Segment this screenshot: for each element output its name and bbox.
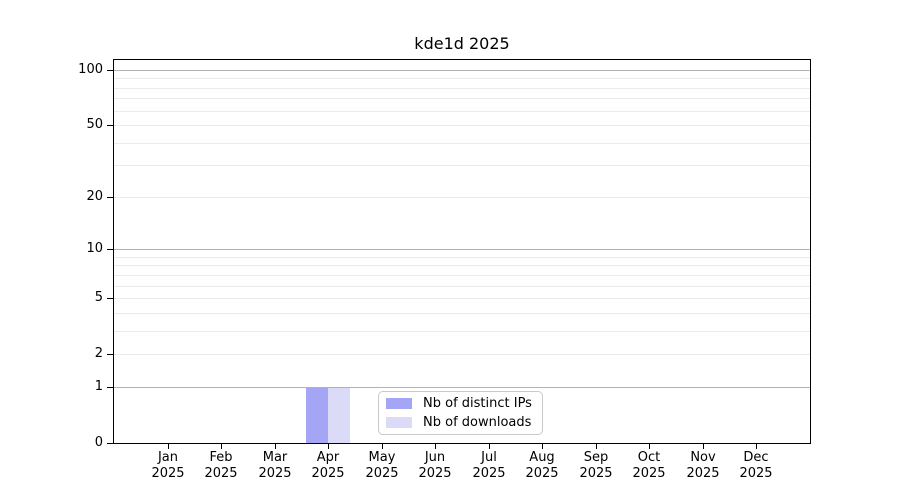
x-tick-month: Jun	[424, 450, 446, 465]
x-tick-mark	[596, 444, 597, 449]
x-tick-month: Feb	[209, 450, 233, 465]
y-tick-mark	[107, 125, 113, 126]
x-tick-year: 2025	[632, 466, 666, 481]
x-tick-month: Nov	[690, 450, 716, 465]
x-tick-mark	[542, 444, 543, 449]
x-tick-mark	[435, 444, 436, 449]
legend-label-downloads: Nb of downloads	[423, 415, 532, 430]
x-tick-month: Dec	[743, 450, 769, 465]
minor-gridline	[114, 354, 810, 355]
y-tick-mark	[107, 197, 113, 198]
x-tick-label-apr: Apr 2025	[296, 450, 360, 482]
x-tick-year: 2025	[151, 466, 185, 481]
x-tick-year: 2025	[365, 466, 399, 481]
x-tick-month: Sep	[583, 450, 609, 465]
y-tick-mark	[107, 354, 113, 355]
x-tick-label-sep: Sep 2025	[564, 450, 628, 482]
minor-gridline	[114, 331, 810, 332]
x-tick-mark	[756, 444, 757, 449]
minor-gridline	[114, 197, 810, 198]
x-tick-mark	[221, 444, 222, 449]
x-tick-label-jul: Jul 2025	[457, 450, 521, 482]
y-tick-label: 0	[94, 435, 103, 450]
x-tick-mark	[382, 444, 383, 449]
legend-swatch-downloads	[386, 417, 412, 428]
x-tick-label-feb: Feb 2025	[189, 450, 253, 482]
x-tick-mark	[168, 444, 169, 449]
x-tick-month: Aug	[529, 450, 555, 465]
x-tick-mark	[649, 444, 650, 449]
major-gridline	[114, 387, 810, 388]
x-tick-label-may: May 2025	[350, 450, 414, 482]
y-tick-label: 20	[86, 189, 103, 204]
plot-area	[113, 59, 811, 444]
minor-gridline	[114, 88, 810, 89]
chart-title: kde1d 2025	[414, 34, 510, 53]
y-tick-label: 10	[86, 241, 103, 256]
y-tick-label: 2	[94, 346, 103, 361]
legend-label-distinct-ips: Nb of distinct IPs	[423, 396, 532, 411]
x-tick-year: 2025	[686, 466, 720, 481]
bar-distinct-ips	[306, 386, 329, 443]
y-tick-label: 100	[78, 62, 103, 77]
x-tick-month: Apr	[316, 450, 340, 465]
x-tick-month: May	[368, 450, 396, 465]
x-tick-year: 2025	[418, 466, 452, 481]
minor-gridline	[114, 78, 810, 79]
x-tick-label-jun: Jun 2025	[403, 450, 467, 482]
x-tick-month: Jul	[481, 450, 497, 465]
minor-gridline	[114, 143, 810, 144]
x-tick-year: 2025	[525, 466, 559, 481]
x-tick-month: Jan	[157, 450, 179, 465]
y-tick-mark	[107, 249, 113, 250]
y-tick-label: 5	[94, 290, 103, 305]
x-tick-month: Mar	[262, 450, 288, 465]
y-tick-label: 1	[94, 379, 103, 394]
legend-swatch-distinct-ips	[386, 398, 412, 409]
x-tick-label-aug: Aug 2025	[510, 450, 574, 482]
minor-gridline	[114, 257, 810, 258]
x-tick-month: Oct	[637, 450, 661, 465]
y-tick-mark	[107, 70, 113, 71]
minor-gridline	[114, 98, 810, 99]
x-tick-mark	[489, 444, 490, 449]
y-tick-mark	[107, 298, 113, 299]
x-tick-year: 2025	[579, 466, 613, 481]
legend-item: Nb of distinct IPs	[386, 396, 542, 411]
x-tick-year: 2025	[472, 466, 506, 481]
major-gridline	[114, 249, 810, 250]
legend: Nb of distinct IPs Nb of downloads	[378, 391, 543, 435]
x-tick-year: 2025	[739, 466, 773, 481]
minor-gridline	[114, 111, 810, 112]
x-tick-year: 2025	[204, 466, 238, 481]
x-tick-year: 2025	[311, 466, 345, 481]
x-tick-label-oct: Oct 2025	[617, 450, 681, 482]
x-tick-mark	[703, 444, 704, 449]
x-tick-label-jan: Jan 2025	[136, 450, 200, 482]
y-tick-label: 50	[86, 117, 103, 132]
bar-downloads	[328, 386, 350, 443]
minor-gridline	[114, 313, 810, 314]
minor-gridline	[114, 275, 810, 276]
minor-gridline	[114, 125, 810, 126]
minor-gridline	[114, 165, 810, 166]
minor-gridline	[114, 265, 810, 266]
x-tick-label-mar: Mar 2025	[243, 450, 307, 482]
x-tick-label-dec: Dec 2025	[724, 450, 788, 482]
minor-gridline	[114, 298, 810, 299]
x-tick-mark	[328, 444, 329, 449]
x-tick-mark	[275, 444, 276, 449]
x-tick-year: 2025	[258, 466, 292, 481]
x-tick-label-nov: Nov 2025	[671, 450, 735, 482]
y-tick-mark	[107, 387, 113, 388]
minor-gridline	[114, 286, 810, 287]
y-tick-mark	[107, 443, 113, 444]
legend-item: Nb of downloads	[386, 415, 542, 430]
major-gridline	[114, 70, 810, 71]
